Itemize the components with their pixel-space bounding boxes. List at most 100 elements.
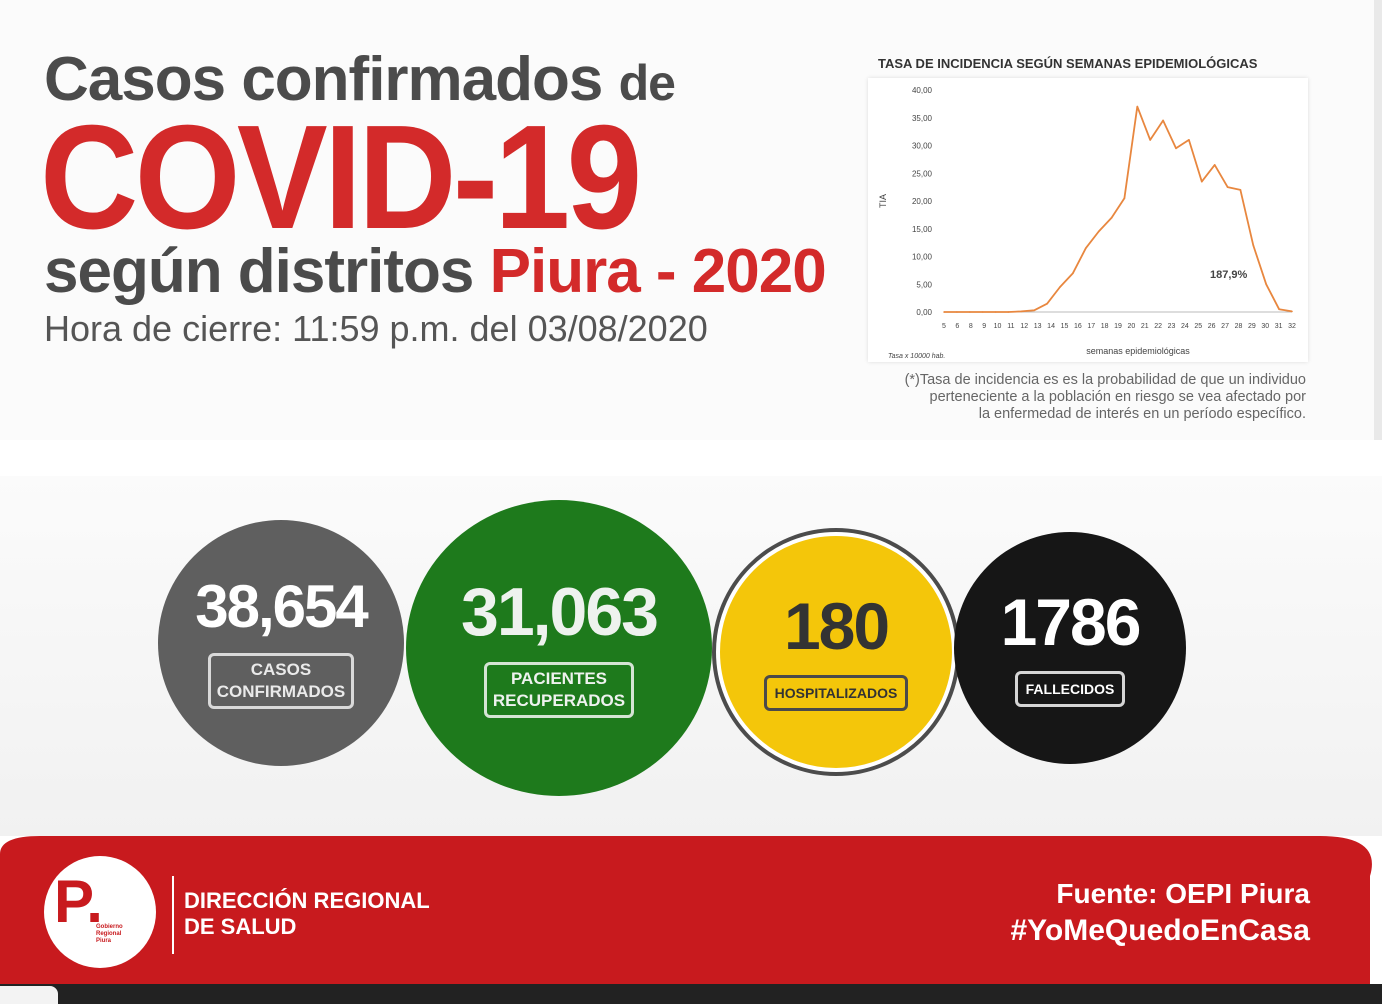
x-tick-label: 10	[994, 323, 1002, 330]
data-point	[1291, 310, 1293, 313]
x-axis-label: semanas epidemiológicas	[1086, 346, 1190, 356]
chart-annotation: 187,9%	[1210, 269, 1248, 281]
series-line	[944, 105, 1293, 313]
closing-time: Hora de cierre: 11:59 p.m. del 03/08/202…	[44, 308, 708, 349]
x-tick-label: 26	[1208, 323, 1216, 330]
data-point	[1213, 164, 1216, 166]
data-point	[994, 311, 997, 313]
x-tick-label: 31	[1275, 323, 1283, 330]
data-point	[1097, 230, 1100, 233]
data-point	[1188, 139, 1190, 141]
confirmed-label-1: CASOS	[250, 660, 312, 679]
data-point	[943, 311, 945, 313]
note-line-2: perteneciente a la población en riesgo s…	[929, 389, 1306, 405]
footer-divider	[172, 876, 174, 954]
title-place: Piura - 2020	[489, 237, 827, 306]
org-line-1: DIRECCIÓN REGIONAL	[184, 888, 430, 913]
incidence-note: (*)Tasa de incidencia es es la probabili…	[780, 372, 1306, 423]
x-tick-label: 22	[1154, 323, 1162, 330]
x-tick-label: 14	[1047, 323, 1055, 330]
deceased-value: 1786	[1000, 585, 1142, 659]
data-point	[981, 311, 984, 313]
x-tick-label: 18	[1101, 323, 1109, 330]
deceased-label: FALLECIDOS	[1014, 671, 1126, 707]
logo-badge	[44, 856, 156, 968]
y-tick-label: 30,00	[912, 142, 933, 151]
x-tick-label: 27	[1221, 323, 1229, 330]
data-point	[1175, 147, 1177, 150]
note-line-1: (*)Tasa de incidencia es es la probabili…	[904, 372, 1306, 388]
confirmed-label-2: CONFIRMADOS	[216, 682, 346, 701]
logo-text-3: Piura	[96, 938, 112, 944]
logo-text: Gobierno Regional Piura	[96, 924, 136, 945]
recovered-label-2: RECUPERADOS	[492, 691, 626, 710]
x-tick-label: 30	[1261, 323, 1269, 330]
data-point	[969, 311, 971, 313]
deceased-circle: 1786 FALLECIDOS	[954, 532, 1186, 764]
corner-tab	[0, 986, 58, 1004]
footer-band	[0, 836, 1382, 984]
recovered-label-1: PACIENTES	[510, 669, 608, 688]
x-tick-label: 13	[1034, 323, 1042, 330]
y-tick-label: 15,00	[912, 225, 933, 234]
x-tick-label: 32	[1288, 323, 1296, 330]
confirmed-circle: 38,654 CASOS CONFIRMADOS	[158, 520, 404, 766]
x-tick-label: 23	[1168, 323, 1176, 330]
data-point	[1136, 105, 1139, 108]
data-point	[1007, 311, 1010, 313]
hospitalized-label: HOSPITALIZADOS	[763, 675, 909, 711]
x-tick-label: 15	[1061, 323, 1069, 330]
hospitalized-value: 180	[783, 589, 890, 663]
title-covid: COVID-19	[40, 95, 642, 260]
y-tick-label: 40,00	[912, 86, 933, 95]
data-point	[1239, 189, 1242, 191]
data-point	[1020, 310, 1023, 313]
x-tick-label: 6	[955, 323, 959, 330]
x-tick-label: 28	[1235, 323, 1243, 330]
x-tick-label: 29	[1248, 323, 1256, 330]
confirmed-label: CASOS CONFIRMADOS	[207, 653, 355, 709]
x-tick-label: 12	[1020, 323, 1028, 330]
hospitalized-circle: 180 HOSPITALIZADOS	[716, 532, 956, 772]
data-point	[1072, 272, 1074, 274]
footer-red-band	[0, 836, 1372, 984]
data-point	[1046, 302, 1048, 305]
x-tick-label: 11	[1007, 323, 1014, 330]
data-point	[1033, 309, 1035, 312]
title-casos: Casos confirmados	[44, 45, 603, 114]
data-point	[1201, 180, 1203, 183]
x-tick-label: 24	[1181, 323, 1189, 330]
data-point	[1265, 283, 1267, 286]
incidence-chart: 0,00 5,00 10,00 15,00 20,00 25,00 30,00 35,00 40…	[868, 78, 1308, 362]
logo-text-1: Gobierno	[96, 924, 123, 930]
data-point	[1162, 119, 1164, 122]
x-tick-label: 19	[1114, 323, 1122, 330]
x-tick-label: 9	[982, 323, 986, 330]
data-point	[1278, 308, 1280, 310]
title-line-3: según distritos Piura - 2020	[44, 236, 827, 307]
y-tick-label: 5,00	[916, 280, 932, 289]
x-tick-label: 21	[1141, 323, 1149, 330]
logo-letter: P.	[54, 868, 103, 935]
y-tick-label: 0,00	[916, 308, 932, 317]
footer-shape	[0, 836, 1372, 984]
data-point	[1149, 139, 1151, 141]
y-tick-label: 35,00	[912, 114, 933, 123]
data-point	[1252, 244, 1255, 247]
source-text: Fuente: OEPI Piura	[1056, 878, 1310, 909]
recovered-value: 31,063	[461, 574, 659, 650]
x-tick-label: 17	[1087, 323, 1095, 330]
data-point	[1123, 197, 1126, 199]
note-line-3: la enfermedad de interés en un período e…	[978, 406, 1306, 422]
confirmed-value: 38,654	[195, 573, 369, 640]
base-note: Tasa x 10000 hab.	[888, 353, 945, 360]
title-line-1: Casos confirmados de	[44, 44, 676, 115]
title-distritos: según distritos	[44, 237, 474, 306]
recovered-label: PACIENTES RECUPERADOS	[483, 662, 635, 718]
y-tick-label: 25,00	[912, 169, 933, 178]
x-tick-label: 5	[942, 323, 946, 330]
chart-svg: 0,00 5,00 10,00 15,00 20,00 25,00 30,00 35,00 40…	[878, 86, 1296, 360]
x-tick-label: 16	[1074, 323, 1082, 330]
org-line-2: DE SALUD	[184, 914, 297, 939]
y-axis-label: TIA	[878, 194, 888, 208]
